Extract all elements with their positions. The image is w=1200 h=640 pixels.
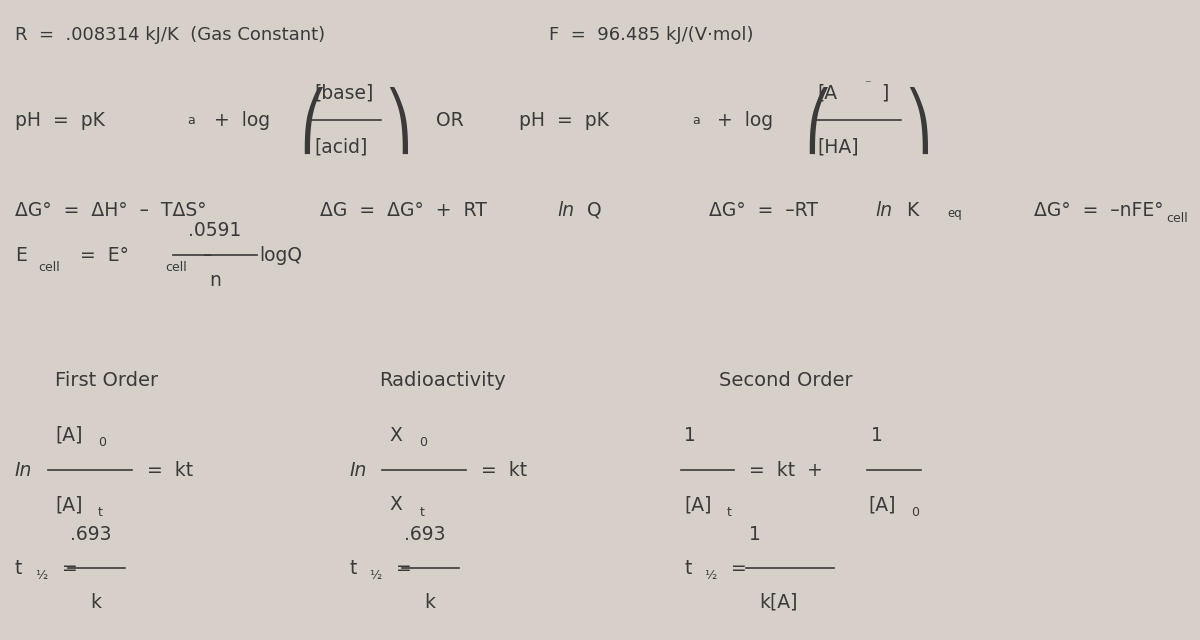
Text: .693: .693	[404, 525, 446, 545]
Text: =: =	[719, 559, 746, 577]
Text: ⎞: ⎞	[384, 86, 413, 154]
Text: [A]: [A]	[55, 426, 83, 445]
Text: k: k	[90, 593, 101, 611]
Text: [acid]: [acid]	[314, 138, 368, 157]
Text: eq: eq	[948, 207, 962, 220]
Text: –: –	[197, 246, 218, 264]
Text: ⁻: ⁻	[864, 79, 870, 92]
Text: t: t	[684, 559, 691, 577]
Text: t: t	[14, 559, 23, 577]
Text: t: t	[727, 506, 732, 518]
Text: ½: ½	[704, 570, 716, 582]
Text: ΔG°  =  –RT: ΔG° = –RT	[709, 200, 818, 220]
Text: Radioactivity: Radioactivity	[379, 371, 506, 390]
Text: =  E°: = E°	[68, 246, 128, 264]
Text: Q: Q	[587, 200, 602, 220]
Text: logQ: logQ	[259, 246, 302, 264]
Text: k[A]: k[A]	[758, 593, 798, 611]
Text: a: a	[692, 113, 700, 127]
Text: ]: ]	[881, 83, 888, 102]
Text: +  log: + log	[712, 111, 773, 129]
Text: ⎛: ⎛	[804, 86, 832, 154]
Text: 0: 0	[911, 506, 919, 518]
Text: OR: OR	[436, 111, 463, 129]
Text: k: k	[425, 593, 436, 611]
Text: [base]: [base]	[314, 83, 374, 102]
Text: ½: ½	[35, 570, 47, 582]
Text: E: E	[14, 246, 26, 264]
Text: In: In	[349, 461, 367, 479]
Text: 0: 0	[420, 435, 427, 449]
Text: t: t	[349, 559, 356, 577]
Text: 0: 0	[98, 435, 106, 449]
Text: X: X	[390, 495, 402, 515]
Text: =  kt: = kt	[469, 461, 528, 479]
Text: In: In	[14, 461, 32, 479]
Text: =: =	[50, 559, 78, 577]
Text: First Order: First Order	[55, 371, 158, 390]
Text: [HA]: [HA]	[817, 138, 858, 157]
Text: =  kt  +: = kt +	[737, 461, 823, 479]
Text: pH  =  pK: pH = pK	[14, 111, 104, 129]
Text: cell: cell	[164, 260, 186, 273]
Text: ΔG  =  ΔG°  +  RT: ΔG = ΔG° + RT	[319, 200, 486, 220]
Text: ½: ½	[370, 570, 382, 582]
Text: .693: .693	[70, 525, 112, 545]
Text: ΔG°  =  ΔH°  –  TΔS°: ΔG° = ΔH° – TΔS°	[14, 200, 206, 220]
Text: ΔG°  =  –nFE°: ΔG° = –nFE°	[1033, 200, 1163, 220]
Text: =: =	[384, 559, 413, 577]
Text: 1: 1	[749, 525, 761, 545]
Text: [A]: [A]	[684, 495, 712, 515]
Text: R  =  .008314 kJ/K  (Gas Constant): R = .008314 kJ/K (Gas Constant)	[14, 26, 325, 44]
Text: [A: [A	[817, 83, 838, 102]
Text: F  =  96.485 kJ/(V·mol): F = 96.485 kJ/(V·mol)	[550, 26, 754, 44]
Text: cell: cell	[1166, 211, 1188, 225]
Text: t: t	[420, 506, 425, 518]
Text: ⎛: ⎛	[300, 86, 328, 154]
Text: 1: 1	[684, 426, 696, 445]
Text: 1: 1	[871, 426, 883, 445]
Text: K: K	[906, 200, 918, 220]
Text: +  log: + log	[208, 111, 270, 129]
Text: =  kt: = kt	[134, 461, 193, 479]
Text: cell: cell	[38, 260, 60, 273]
Text: [A]: [A]	[55, 495, 83, 515]
Text: Second Order: Second Order	[719, 371, 853, 390]
Text: ⎞: ⎞	[904, 86, 931, 154]
Text: n: n	[209, 271, 221, 289]
Text: [A]: [A]	[869, 495, 896, 515]
Text: pH  =  pK: pH = pK	[520, 111, 610, 129]
Text: .0591: .0591	[188, 221, 241, 239]
Text: X: X	[390, 426, 402, 445]
Text: a: a	[187, 113, 196, 127]
Text: t: t	[98, 506, 103, 518]
Text: ln: ln	[876, 200, 893, 220]
Text: ln: ln	[557, 200, 575, 220]
